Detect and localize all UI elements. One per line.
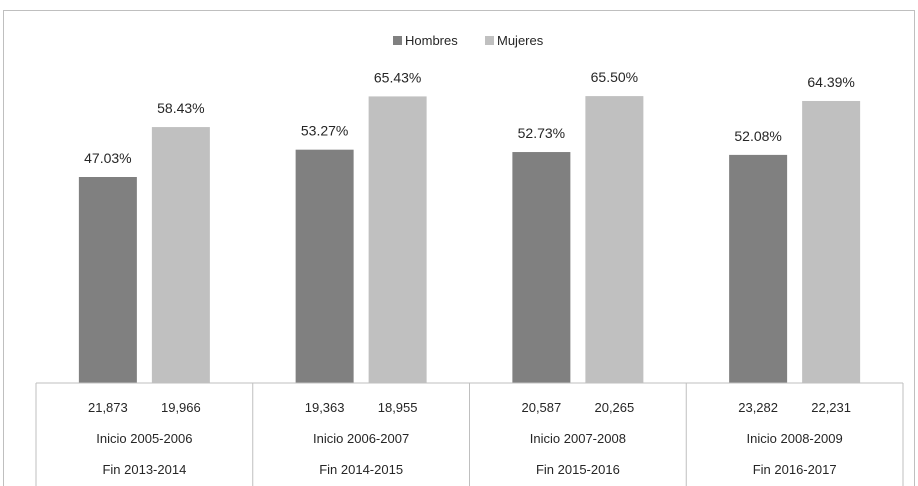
count-label-3-1: 20,587 <box>521 400 561 415</box>
data-label-hombres-3: 52.73% <box>518 125 565 141</box>
category-label-end-2: Fin 2014-2015 <box>319 462 403 477</box>
category-label-start-3: Inicio 2007-2008 <box>530 431 626 446</box>
category-label-start-1: Inicio 2005-2006 <box>96 431 192 446</box>
count-label-2-2: 18,955 <box>378 400 418 415</box>
category-label-end-4: Fin 2016-2017 <box>753 462 837 477</box>
legend: Hombres Mujeres <box>393 33 544 48</box>
count-label-4-2: 22,231 <box>811 400 851 415</box>
data-label-hombres-2: 53.27% <box>301 123 348 139</box>
count-label-1-1: 21,873 <box>88 400 128 415</box>
count-label-4-1: 23,282 <box>738 400 778 415</box>
count-label-1-2: 19,966 <box>161 400 201 415</box>
bar-mujeres-2 <box>368 96 427 384</box>
count-label-3-2: 20,265 <box>594 400 634 415</box>
bar-hombres-4 <box>729 154 788 383</box>
data-label-mujeres-3: 65.50% <box>591 69 638 85</box>
legend-swatch-mujeres <box>485 36 494 45</box>
bar-mujeres-1 <box>151 127 210 383</box>
count-label-2-1: 19,363 <box>305 400 345 415</box>
legend-swatch-hombres <box>393 36 402 45</box>
data-label-mujeres-1: 58.43% <box>157 100 204 116</box>
category-label-end-1: Fin 2013-2014 <box>102 462 186 477</box>
category-label-start-4: Inicio 2008-2009 <box>747 431 843 446</box>
data-label-hombres-1: 47.03% <box>84 150 131 166</box>
category-axis: 21,873 19,966 Inicio 2005-2006 Fin 2013-201… <box>35 382 904 486</box>
bar-mujeres-3 <box>585 96 644 384</box>
legend-label-hombres: Hombres <box>405 33 458 48</box>
category-label-start-2: Inicio 2006-2007 <box>313 431 409 446</box>
bars-layer: 47.03% 58.43% 53.27% 65.43% 52.73% 65.50% 52.0… <box>78 69 861 384</box>
chart-frame <box>3 10 915 486</box>
bar-hombres-2 <box>295 149 354 383</box>
bar-hombres-1 <box>78 177 137 383</box>
bar-mujeres-4 <box>802 100 861 383</box>
category-label-end-3: Fin 2015-2016 <box>536 462 620 477</box>
data-label-hombres-4: 52.08% <box>734 128 781 144</box>
legend-label-mujeres: Mujeres <box>497 33 544 48</box>
data-label-mujeres-2: 65.43% <box>374 69 421 85</box>
bar-hombres-3 <box>512 152 571 383</box>
data-label-mujeres-4: 64.39% <box>807 74 854 90</box>
